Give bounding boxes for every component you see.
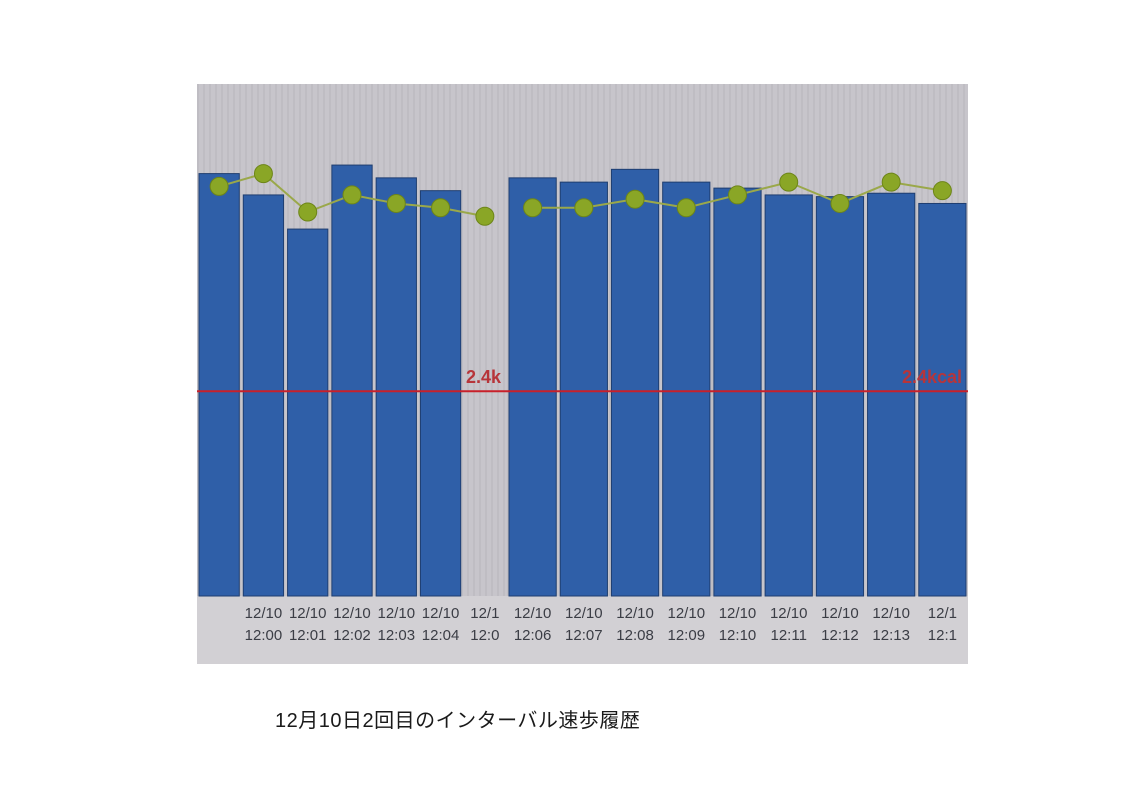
data-marker xyxy=(254,165,272,183)
chart-svg-1: 2.4kcal 12/10 12:06 12/10 12:07 12/10 12:08 12/… xyxy=(507,84,968,664)
data-marker xyxy=(729,186,747,204)
bar xyxy=(765,195,812,596)
page: 2.4k 12/10 12:00 12/10 12:01 12/10 12:02 12/10 1… xyxy=(0,0,1123,794)
axis-time-label: 12:03 xyxy=(378,627,416,644)
axis-date-label: 12/10 xyxy=(821,605,859,622)
axis-time-label: 12:04 xyxy=(422,627,460,644)
bar xyxy=(199,174,239,596)
chart-panel-1: 2.4kcal 12/10 12:06 12/10 12:07 12/10 12:08 12/… xyxy=(507,84,968,664)
axis-time-label: 12:09 xyxy=(668,627,706,644)
axis-date-label: 12/10 xyxy=(245,605,283,622)
bar xyxy=(243,195,283,596)
chart-container: 2.4k 12/10 12:00 12/10 12:01 12/10 12:02 12/10 1… xyxy=(197,84,968,664)
axis-date-label: 12/1 xyxy=(928,605,957,622)
data-marker xyxy=(210,177,228,195)
axis-date-label: 12/10 xyxy=(422,605,460,622)
axis-date-label: 12/10 xyxy=(378,605,416,622)
data-marker xyxy=(575,199,593,217)
reference-label: 2.4k xyxy=(466,367,502,387)
data-marker xyxy=(882,173,900,191)
bar xyxy=(919,203,966,596)
axis-date-label: 12/10 xyxy=(514,605,552,622)
reference-label: 2.4kcal xyxy=(902,367,962,387)
bar xyxy=(288,229,328,596)
data-marker xyxy=(626,190,644,208)
bar xyxy=(332,165,372,596)
bar xyxy=(560,182,607,596)
axis-time-label: 12:01 xyxy=(289,627,327,644)
data-marker xyxy=(780,173,798,191)
axis-date-label: 12/10 xyxy=(872,605,910,622)
data-marker xyxy=(343,186,361,204)
caption-text: 12月10日2回目のインターバル速歩履歴 xyxy=(275,704,640,733)
bar xyxy=(868,193,915,596)
axis-date-label: 12/10 xyxy=(333,605,371,622)
axis-time-label: 12:1 xyxy=(928,627,957,644)
bar xyxy=(376,178,416,596)
axis-date-label: 12/10 xyxy=(668,605,706,622)
axis-time-label: 12:08 xyxy=(616,627,654,644)
data-marker xyxy=(524,199,542,217)
axis-time-label: 12:0 xyxy=(470,627,499,644)
axis-date-label: 12/10 xyxy=(616,605,654,622)
data-marker xyxy=(432,199,450,217)
axis-time-label: 12:06 xyxy=(514,627,552,644)
data-marker xyxy=(933,182,951,200)
data-marker xyxy=(677,199,695,217)
axis-time-label: 12:12 xyxy=(821,627,859,644)
axis-date-label: 12/10 xyxy=(719,605,757,622)
axis-time-label: 12:07 xyxy=(565,627,603,644)
data-marker xyxy=(387,194,405,212)
axis-date-label: 12/1 xyxy=(470,605,499,622)
chart-panel-0: 2.4k 12/10 12:00 12/10 12:01 12/10 12:02 12/10 1… xyxy=(197,84,507,664)
axis-time-label: 12:13 xyxy=(872,627,910,644)
bar xyxy=(816,197,863,596)
bar xyxy=(611,169,658,596)
chart-svg-0: 2.4k 12/10 12:00 12/10 12:01 12/10 12:02 12/10 1… xyxy=(197,84,507,664)
axis-time-label: 12:10 xyxy=(719,627,757,644)
axis-time-label: 12:11 xyxy=(771,627,807,644)
bar xyxy=(663,182,710,596)
data-marker xyxy=(476,207,494,225)
axis-date-label: 12/10 xyxy=(565,605,603,622)
bar xyxy=(509,178,556,596)
axis-date-label: 12/10 xyxy=(289,605,327,622)
axis-time-label: 12:02 xyxy=(333,627,371,644)
data-marker xyxy=(299,203,317,221)
data-marker xyxy=(831,194,849,212)
axis-date-label: 12/10 xyxy=(770,605,808,622)
axis-time-label: 12:00 xyxy=(245,627,283,644)
bar xyxy=(420,191,460,596)
